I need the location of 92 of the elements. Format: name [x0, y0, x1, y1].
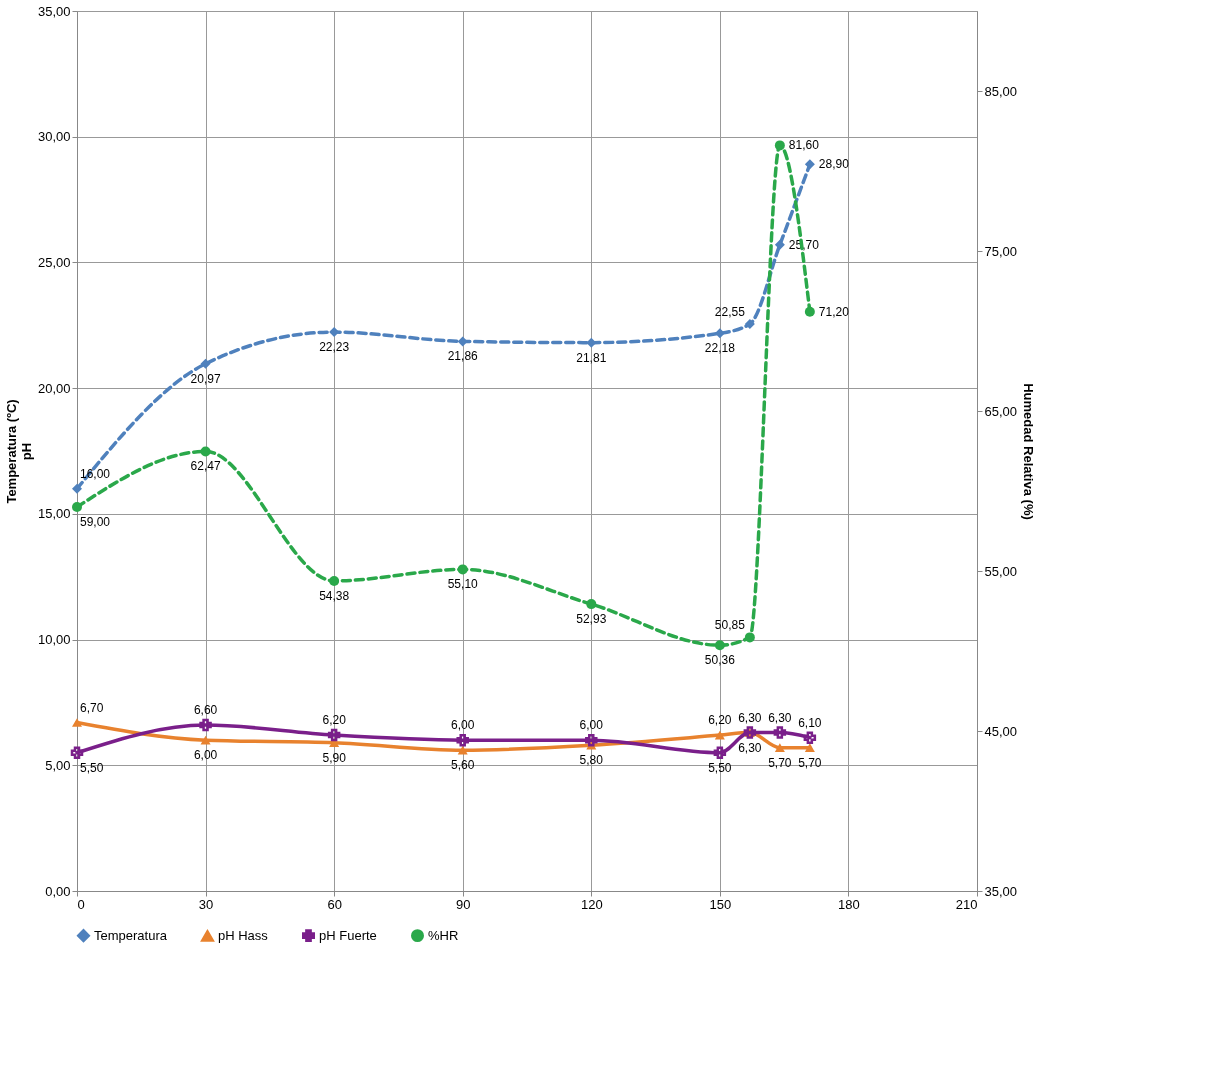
data-label: 6,00 — [451, 718, 475, 733]
point — [72, 502, 82, 512]
legend-label: %HR — [428, 927, 459, 943]
x-tick-label: 30 — [198, 896, 214, 912]
point — [200, 735, 211, 745]
y2-tick-label: 85,00 — [984, 83, 1018, 99]
data-label: 6,20 — [322, 713, 347, 728]
point — [327, 728, 341, 742]
y2-axis-title: Humedad Relativa (%) — [1021, 383, 1037, 520]
data-label: 59,00 — [80, 515, 111, 529]
y-tick-label: 35,00 — [37, 3, 71, 19]
y2-tick-label: 75,00 — [984, 243, 1018, 259]
data-label: 6,30 — [738, 740, 762, 755]
data-label: 6,30 — [768, 710, 792, 725]
point — [585, 733, 598, 747]
data-label: 71,20 — [818, 304, 850, 319]
point — [714, 730, 725, 740]
y2-tick-label: 55,00 — [984, 563, 1018, 579]
point — [457, 745, 468, 755]
point — [804, 743, 815, 753]
y-tick-label: 30,00 — [37, 129, 71, 145]
legend-label: pH Fuerte — [319, 927, 377, 943]
data-label: 21,86 — [447, 349, 479, 364]
point — [329, 738, 340, 747]
point — [744, 319, 755, 330]
data-label: 6,00 — [579, 718, 604, 733]
y2-tick-label: 35,00 — [984, 883, 1018, 899]
x-tick-label: 0 — [77, 896, 85, 912]
x-tick-label: 60 — [327, 896, 342, 912]
x-tick-label: 120 — [580, 896, 603, 912]
data-label: 22,23 — [319, 340, 350, 355]
data-label: 5,80 — [579, 753, 604, 768]
point — [773, 726, 787, 739]
data-label: 6,30 — [738, 710, 762, 725]
data-label: 50,36 — [704, 653, 736, 668]
data-label: 54,38 — [319, 588, 350, 603]
y-tick-label: 10,00 — [37, 632, 71, 648]
data-label: 55,10 — [447, 577, 479, 592]
x-tick-label: 150 — [709, 896, 732, 912]
data-label: 22,18 — [704, 341, 736, 356]
point — [774, 239, 785, 250]
point — [714, 640, 725, 651]
point — [457, 564, 468, 575]
data-label: 21,81 — [576, 350, 607, 365]
y-tick-label: 25,00 — [37, 254, 71, 270]
point — [774, 140, 785, 151]
point — [199, 718, 212, 732]
data-label: 28,90 — [818, 157, 850, 172]
point — [713, 746, 727, 759]
point — [774, 743, 785, 753]
point — [456, 733, 469, 747]
data-label: 6,70 — [80, 700, 104, 715]
point — [803, 731, 817, 744]
x-tick-label: 90 — [455, 896, 471, 912]
y2-tick-label: 65,00 — [984, 403, 1018, 419]
data-label: 5,50 — [80, 760, 104, 775]
point — [586, 599, 597, 610]
y2-tick-label: 45,00 — [984, 723, 1018, 739]
data-label: 52,93 — [576, 612, 607, 627]
point — [72, 483, 82, 494]
y-tick-label: 5,00 — [45, 757, 71, 773]
data-label: 5,90 — [322, 750, 347, 765]
data-label: 5,50 — [708, 760, 732, 775]
point — [200, 358, 211, 369]
point — [714, 328, 725, 339]
y-axis-title: Temperatura (ºC) pH — [3, 399, 34, 504]
y-tick-label: 20,00 — [37, 380, 71, 396]
point — [70, 746, 84, 759]
data-label: 81,60 — [788, 138, 820, 153]
data-label: 6,10 — [798, 715, 822, 730]
point — [804, 159, 815, 170]
point — [72, 718, 82, 727]
legend-label: pH Hass — [218, 927, 269, 943]
data-label: 20,97 — [190, 371, 221, 386]
x-tick-label: 210 — [955, 896, 978, 912]
data-label: 6,60 — [193, 703, 218, 718]
data-label: 22,55 — [714, 305, 746, 320]
x-tick-label: 180 — [838, 896, 860, 912]
point — [744, 632, 755, 643]
data-label: 5,60 — [451, 758, 475, 773]
y-tick-label: 15,00 — [37, 506, 71, 522]
point — [804, 306, 815, 317]
data-label: 62,47 — [190, 459, 221, 474]
data-label: 50,85 — [714, 618, 746, 633]
data-label: 6,20 — [708, 713, 732, 728]
data-label: 5,70 — [798, 755, 822, 770]
legend-label: Temperatura — [94, 927, 168, 943]
y-tick-label: 0,00 — [45, 883, 71, 899]
data-label: 6,00 — [193, 748, 218, 763]
data-label: 5,70 — [768, 755, 792, 770]
point — [200, 446, 211, 457]
point — [329, 575, 340, 586]
